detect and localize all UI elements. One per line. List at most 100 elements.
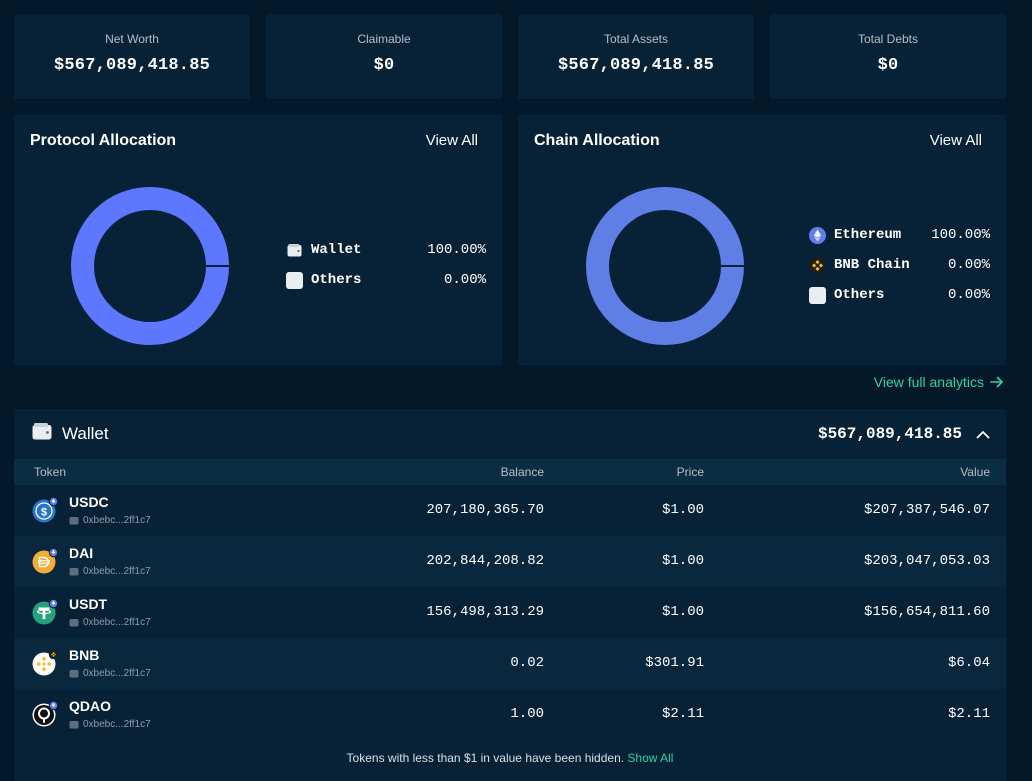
chain-legend-pct: 100.00% [931, 227, 990, 243]
token-price: $1.00 [661, 502, 704, 518]
protocol-legend-pct: 100.00% [427, 242, 486, 258]
token-balance: 0.02 [510, 655, 544, 671]
token-address-text: 0xbebc...2ff1c7 [83, 617, 151, 628]
table-row[interactable]: QDAO 0xbebc...2ff1c7 1.00 $2.11 $2.11 [14, 689, 1006, 740]
token-value: $156,654,811.60 [863, 604, 990, 620]
wallet-section: Wallet $567,089,418.85 Token Balance Pri… [14, 409, 1006, 781]
show-all-link[interactable]: Show All [627, 751, 674, 765]
token-price: $2.11 [661, 706, 704, 722]
token-address-text: 0xbebc...2ff1c7 [83, 515, 151, 526]
chain-legend-name: Ethereum [834, 227, 902, 243]
total-assets-value: $567,089,418.85 [557, 56, 715, 75]
chain-legend-name: Others [834, 287, 885, 303]
chain-view-all-link[interactable]: View All [929, 132, 982, 149]
column-balance: Balance [500, 465, 544, 479]
token-symbol: DAI [69, 545, 94, 561]
protocol-allocation-panel: Protocol Allocation View All Wallet 100.… [14, 115, 502, 365]
token-balance: 202,844,208.82 [426, 553, 544, 569]
claimable-value: $0 [373, 56, 395, 75]
chain-donut-ring [586, 187, 744, 345]
arrow-right-icon [990, 376, 1003, 388]
token-address[interactable]: 0xbebc...2ff1c7 [69, 566, 151, 577]
token-value: $207,387,546.07 [863, 502, 990, 518]
token-address[interactable]: 0xbebc...2ff1c7 [69, 515, 151, 526]
total-debts-value: $0 [877, 56, 899, 75]
token-balance: 156,498,313.29 [426, 604, 544, 620]
small-wallet-icon [69, 568, 79, 576]
total-debts-label: Total Debts [857, 32, 919, 46]
protocol-legend-pct: 0.00% [443, 272, 486, 288]
chevron-up-icon[interactable] [976, 430, 990, 439]
wallet-icon [32, 423, 52, 445]
token-value: $2.11 [947, 706, 990, 722]
net-worth-card: Net Worth $567,089,418.85 [14, 14, 250, 99]
total-debts-card: Total Debts $0 [770, 14, 1006, 99]
small-wallet-icon [69, 619, 79, 627]
token-address[interactable]: 0xbebc...2ff1c7 [69, 668, 151, 679]
token-balance: 207,180,365.70 [426, 502, 544, 518]
hidden-tokens-note: Tokens with less than $1 in value have b… [14, 751, 1006, 765]
chain-legend-ethereum: Ethereum 100.00% [809, 220, 990, 250]
column-token: Token [34, 465, 67, 479]
token-address-text: 0xbebc...2ff1c7 [83, 668, 151, 679]
others-swatch-icon [286, 271, 303, 289]
token-symbol: QDAO [69, 698, 111, 714]
small-wallet-icon [69, 517, 79, 525]
table-row[interactable]: USDT 0xbebc...2ff1c7 156,498,313.29 $1.0… [14, 587, 1006, 638]
small-wallet-icon [69, 670, 79, 678]
wallet-icon [286, 242, 303, 259]
token-address-text: 0xbebc...2ff1c7 [83, 719, 151, 730]
protocol-view-all-link[interactable]: View All [425, 132, 478, 149]
token-price: $1.00 [661, 553, 704, 569]
protocol-donut-ring [71, 187, 229, 345]
column-price: Price [676, 465, 704, 479]
small-wallet-icon [69, 721, 79, 729]
total-assets-card: Total Assets $567,089,418.85 [518, 14, 754, 99]
token-price: $301.91 [645, 655, 704, 671]
chain-legend-bnb: BNB Chain 0.00% [809, 250, 990, 280]
claimable-card: Claimable $0 [266, 14, 502, 99]
token-value: $203,047,053.03 [863, 553, 990, 569]
table-row[interactable]: $ USDC 0xbebc...2ff1c7 207,180,365.70 $1… [14, 485, 1006, 536]
token-value: $6.04 [947, 655, 990, 671]
token-symbol: USDT [69, 596, 108, 612]
claimable-label: Claimable [357, 32, 411, 46]
total-assets-label: Total Assets [603, 32, 669, 46]
chain-legend-pct: 0.00% [947, 287, 990, 303]
table-row[interactable]: DAI 0xbebc...2ff1c7 202,844,208.82 $1.00… [14, 536, 1006, 587]
dai-icon [32, 548, 58, 574]
chain-legend-name: BNB Chain [834, 257, 910, 273]
protocol-legend-name: Wallet [311, 242, 362, 258]
chain-legend-pct: 0.00% [947, 257, 990, 273]
protocol-legend-name: Others [311, 272, 362, 288]
net-worth-label: Net Worth [105, 32, 159, 46]
ethereum-icon [809, 226, 826, 244]
usdc-icon: $ [32, 497, 58, 523]
bnb-chain-icon [809, 256, 826, 274]
token-address[interactable]: 0xbebc...2ff1c7 [69, 719, 151, 730]
chain-donut-chart [586, 187, 744, 345]
table-row[interactable]: BNB 0xbebc...2ff1c7 0.02 $301.91 $6.04 [14, 638, 1006, 689]
view-full-analytics-link[interactable]: View full analytics [874, 374, 1004, 390]
protocol-legend-wallet: Wallet 100.00% [286, 235, 486, 265]
chain-allocation-panel: Chain Allocation View All Ethereum 100.0… [518, 115, 1006, 365]
view-full-analytics-label: View full analytics [873, 374, 984, 390]
usdt-icon [32, 599, 58, 625]
qdao-icon [32, 701, 58, 727]
chain-allocation-title: Chain Allocation [534, 132, 660, 149]
wallet-header[interactable]: Wallet $567,089,418.85 [14, 409, 1006, 459]
net-worth-value: $567,089,418.85 [53, 56, 211, 75]
others-swatch-icon [809, 286, 826, 304]
protocol-legend: Wallet 100.00% Others 0.00% [286, 235, 486, 295]
token-address[interactable]: 0xbebc...2ff1c7 [69, 617, 151, 628]
hidden-tokens-text: Tokens with less than $1 in value have b… [346, 751, 625, 765]
token-price: $1.00 [661, 604, 704, 620]
protocol-legend-others: Others 0.00% [286, 265, 486, 295]
svg-text:$: $ [41, 507, 47, 519]
wallet-total: $567,089,418.85 [817, 425, 962, 443]
token-symbol: BNB [69, 647, 100, 663]
table-header: Token Balance Price Value [14, 459, 1006, 485]
token-address-text: 0xbebc...2ff1c7 [83, 566, 151, 577]
summary-cards: Net Worth $567,089,418.85 Claimable $0 T… [14, 14, 1006, 99]
token-balance: 1.00 [510, 706, 544, 722]
